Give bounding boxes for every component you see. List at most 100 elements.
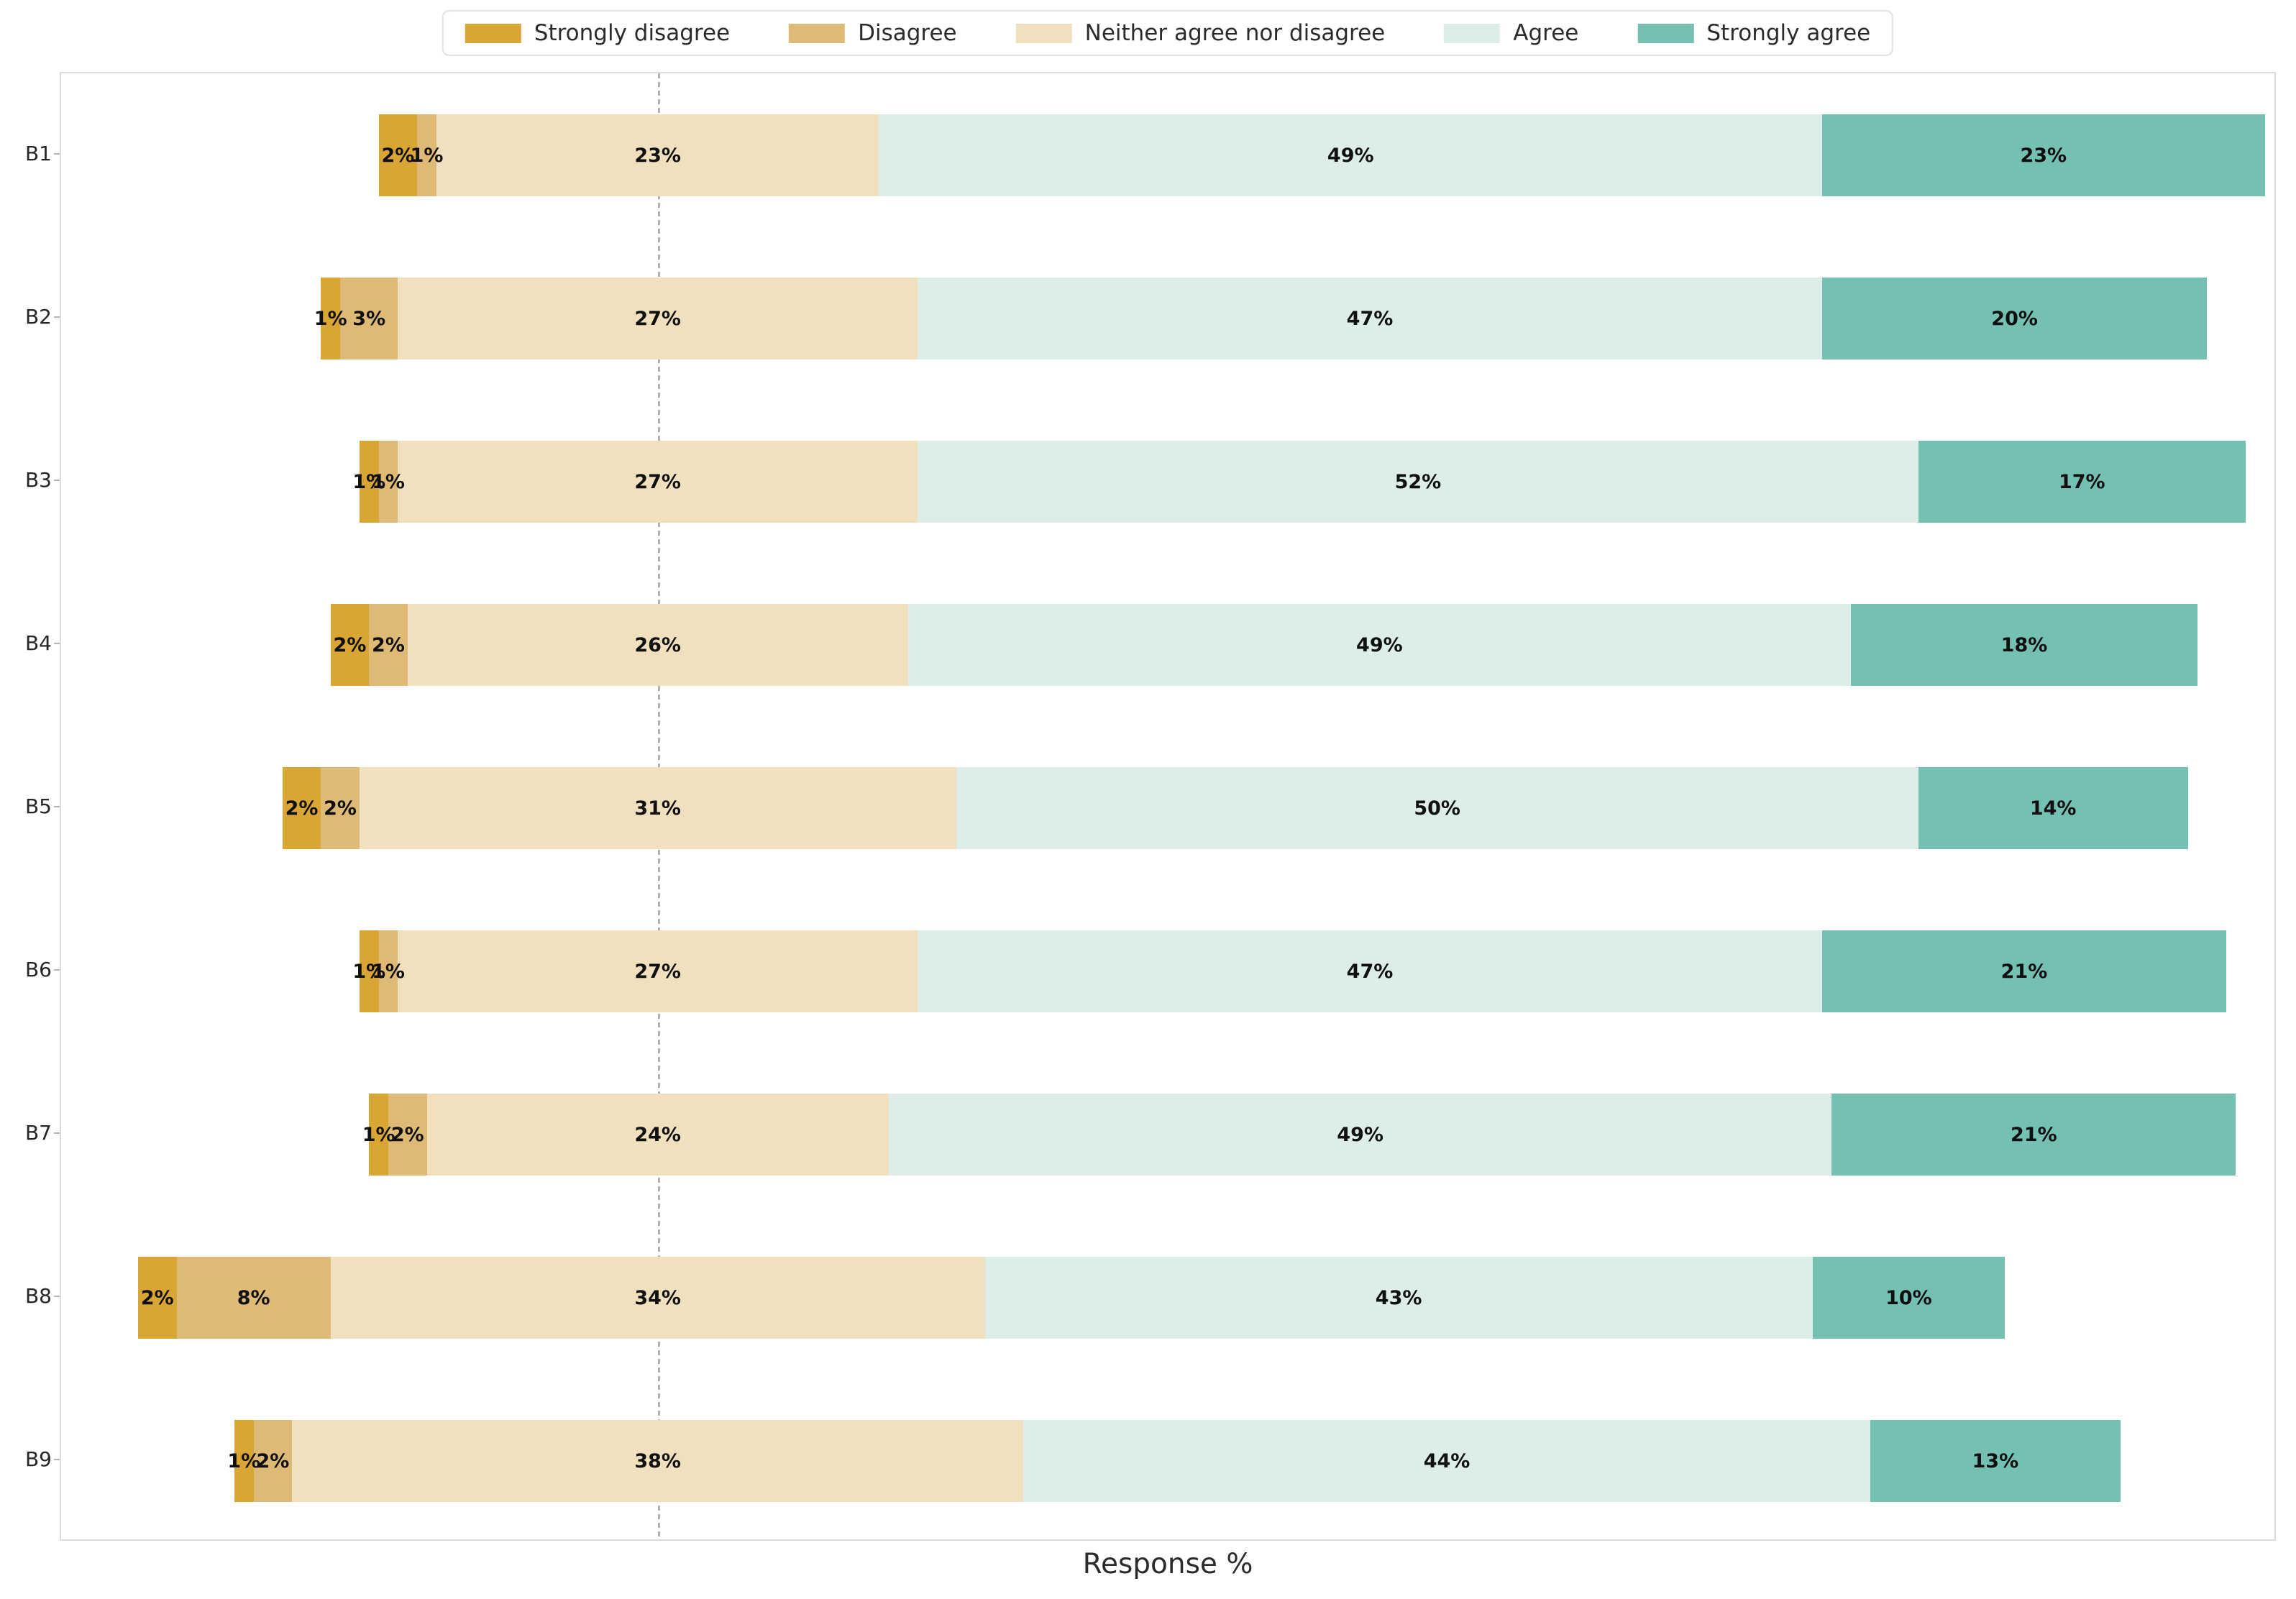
bar-segment: 2% xyxy=(253,1420,293,1502)
bar-row: 2% 1% 23% 49% 23% xyxy=(378,114,2265,196)
bar-segment: 2% xyxy=(330,604,370,686)
segment-label: 34% xyxy=(634,1286,681,1309)
legend-label: Disagree xyxy=(858,20,957,46)
bar-row: 1% 3% 27% 47% 20% xyxy=(314,278,2208,359)
plot-area: 2% 1% 23% 49% 23% 1% 3% 27% 47% 20% 1% 1% 27% 52% 17% 2… xyxy=(60,72,2276,1541)
x-axis-label: Response % xyxy=(1082,1548,1253,1580)
segment-label: 23% xyxy=(634,144,681,167)
y-axis-label: B1 xyxy=(24,142,52,165)
y-axis-label: B4 xyxy=(24,631,52,655)
axis-tick xyxy=(54,969,60,971)
segment-label: 49% xyxy=(1327,144,1374,167)
segment-label: 38% xyxy=(634,1449,681,1472)
segment-label: 3% xyxy=(352,307,386,330)
segment-label: 26% xyxy=(634,633,681,656)
bar-segment: 49% xyxy=(907,604,1852,686)
bar-segment: 27% xyxy=(398,441,918,523)
bar-segment: 47% xyxy=(918,930,1822,1012)
segment-label: 20% xyxy=(1991,307,2038,330)
bar-segment: 17% xyxy=(1918,441,2246,523)
bar-segment: 2% xyxy=(138,1257,177,1339)
legend-label: Strongly agree xyxy=(1706,20,1871,46)
bar-segment: 1% xyxy=(227,1420,260,1502)
bar-segment: 38% xyxy=(292,1420,1024,1502)
legend-swatch xyxy=(1444,23,1501,43)
bar-segment: 26% xyxy=(407,604,908,686)
bar-segment: 1% xyxy=(372,441,405,523)
bar-segment: 27% xyxy=(398,930,918,1012)
bar-row: 1% 1% 27% 52% 17% xyxy=(352,441,2246,523)
axis-tick xyxy=(54,153,60,155)
legend: Strongly disagree Disagree Neither agree n… xyxy=(442,10,1894,56)
bar-row: 1% 1% 27% 47% 21% xyxy=(352,930,2227,1012)
segment-label: 44% xyxy=(1423,1449,1471,1472)
bar-segment: 1% xyxy=(314,278,347,359)
y-axis-label: B5 xyxy=(24,794,52,818)
bar-segment: 2% xyxy=(321,767,360,849)
segment-label: 49% xyxy=(1356,633,1403,656)
y-axis-label: B7 xyxy=(24,1121,52,1145)
segment-label: 2% xyxy=(333,633,367,656)
bar-segment: 43% xyxy=(984,1257,1813,1339)
segment-label: 49% xyxy=(1337,1123,1383,1146)
segment-label: 1% xyxy=(372,470,405,493)
segment-label: 2% xyxy=(381,144,415,167)
axis-tick xyxy=(54,480,60,481)
bar-segment: 27% xyxy=(398,278,918,359)
bar-segment: 13% xyxy=(1870,1420,2121,1502)
segment-label: 27% xyxy=(634,960,681,983)
bar-segment: 2% xyxy=(388,1094,427,1176)
segment-label: 1% xyxy=(227,1449,261,1472)
legend-label: Neither agree nor disagree xyxy=(1084,20,1386,46)
legend-swatch xyxy=(1015,23,1072,43)
bar-row: 1% 2% 24% 49% 21% xyxy=(362,1094,2236,1176)
bar-segment: 47% xyxy=(918,278,1822,359)
axis-tick xyxy=(54,316,60,318)
segment-label: 21% xyxy=(2011,1123,2057,1146)
bar-segment: 31% xyxy=(359,767,956,849)
segment-label: 21% xyxy=(2000,960,2048,983)
bar-segment: 1% xyxy=(372,930,405,1012)
bar-row: 2% 8% 34% 43% 10% xyxy=(138,1257,2005,1339)
legend-label: Strongly disagree xyxy=(534,20,731,46)
y-axis-label: B9 xyxy=(24,1447,52,1471)
legend-swatch xyxy=(789,23,846,43)
segment-label: 18% xyxy=(2000,633,2048,656)
segment-label: 23% xyxy=(2020,144,2067,167)
bar-segment: 49% xyxy=(879,114,1822,196)
segment-label: 43% xyxy=(1375,1286,1422,1309)
bar-segment: 3% xyxy=(340,278,398,359)
segment-label: 52% xyxy=(1394,470,1442,493)
axis-tick xyxy=(54,1296,60,1297)
legend-swatch xyxy=(465,23,521,43)
axis-tick xyxy=(54,806,60,807)
bar-row: 2% 2% 26% 49% 18% xyxy=(330,604,2197,686)
bar-segment: 14% xyxy=(1918,767,2188,849)
segment-label: 2% xyxy=(324,797,357,820)
bar-segment: 10% xyxy=(1812,1257,2005,1339)
bar-segment: 2% xyxy=(369,604,408,686)
bar-segment: 8% xyxy=(176,1257,331,1339)
segment-label: 1% xyxy=(410,144,444,167)
segment-label: 13% xyxy=(1972,1449,2019,1472)
segment-label: 24% xyxy=(634,1123,681,1146)
axis-tick xyxy=(54,643,60,644)
axis-tick xyxy=(54,1459,60,1460)
bar-segment: 21% xyxy=(1831,1094,2236,1176)
segment-label: 1% xyxy=(314,307,347,330)
segment-label: 2% xyxy=(140,1286,174,1309)
segment-label: 1% xyxy=(362,1123,395,1146)
bar-segment: 21% xyxy=(1821,930,2227,1012)
bar-segment: 52% xyxy=(918,441,1918,523)
bar-segment: 2% xyxy=(282,767,321,849)
segment-label: 27% xyxy=(634,307,681,330)
y-axis-label: B6 xyxy=(24,958,52,981)
bar-segment: 1% xyxy=(352,441,385,523)
bar-segment: 20% xyxy=(1821,278,2208,359)
bar-segment: 2% xyxy=(378,114,418,196)
segment-label: 47% xyxy=(1346,960,1394,983)
bar-segment: 23% xyxy=(1821,114,2265,196)
legend-label: Agree xyxy=(1513,20,1579,46)
bar-segment: 18% xyxy=(1851,604,2197,686)
segment-label: 2% xyxy=(256,1449,290,1472)
